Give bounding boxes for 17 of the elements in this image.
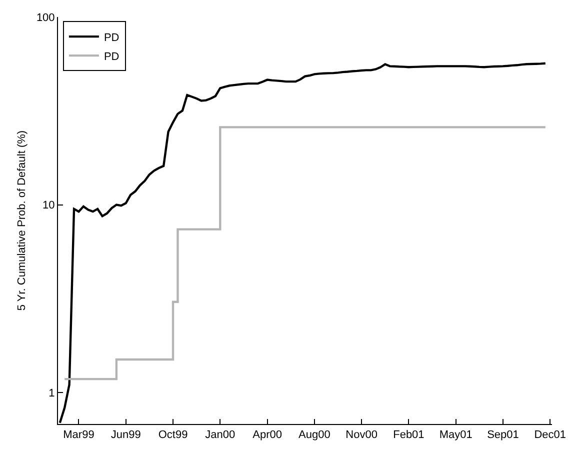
y-tick-label: 100 <box>36 12 55 24</box>
x-tick-label: May01 <box>439 429 472 442</box>
legend-label: PD <box>104 32 120 44</box>
x-tick-label: Nov00 <box>346 429 378 442</box>
x-tick-label: Jan00 <box>205 429 236 442</box>
x-tick-label: Oct99 <box>158 429 188 442</box>
y-axis-title: 5 Yr. Cumulative Prob. of Default (%) <box>16 130 28 311</box>
x-tick-label: Apr00 <box>252 429 282 442</box>
y-tick-label: 1 <box>48 387 55 400</box>
y-tick-label: 10 <box>42 200 55 212</box>
x-tick-label: Aug00 <box>298 429 330 442</box>
legend-label: PD <box>104 50 120 63</box>
x-tick-label: Sep01 <box>487 429 519 442</box>
x-tick-label: Dec01 <box>534 429 566 442</box>
x-tick-label: Jun99 <box>110 429 141 442</box>
x-tick-label: Mar99 <box>63 429 94 442</box>
x-tick-label: Feb01 <box>393 429 424 442</box>
